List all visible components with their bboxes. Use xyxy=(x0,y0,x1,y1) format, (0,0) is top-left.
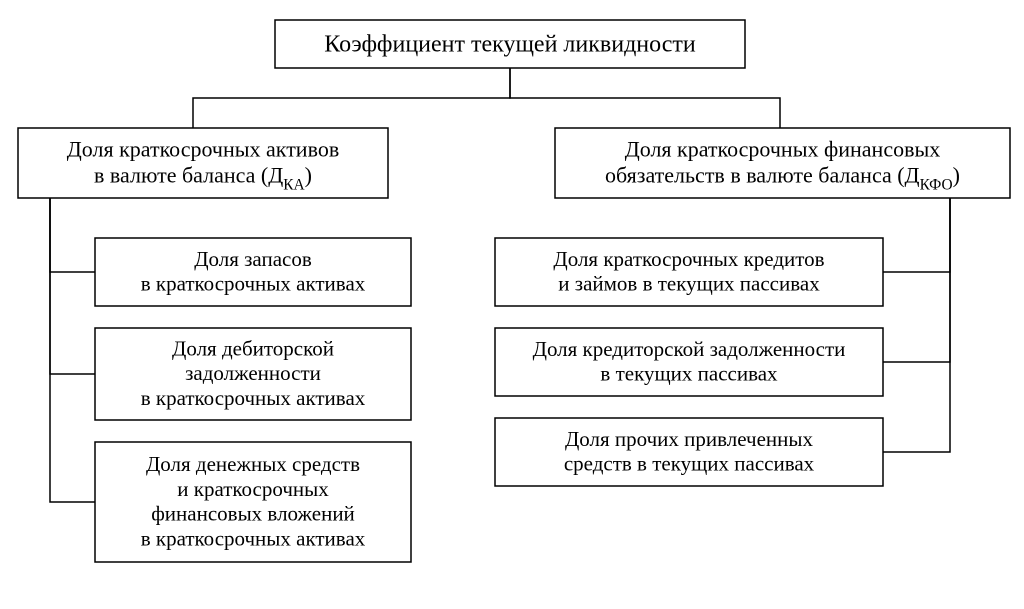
node-l1: Доля запасовв краткосрочных активах xyxy=(95,238,411,306)
node-r3: Доля прочих привлеченныхсредств в текущи… xyxy=(495,418,883,486)
node-r2: Доля кредиторской задолженностив текущих… xyxy=(495,328,883,396)
node-label: Доля краткосрочных кредитови займов в те… xyxy=(553,247,824,296)
node-label: Доля денежных средстви краткосрочныхфина… xyxy=(141,452,366,550)
node-right: Доля краткосрочных финансовыхобязательст… xyxy=(555,128,1010,198)
node-label: Коэффициент текущей ликвидности xyxy=(324,31,696,57)
node-r1: Доля краткосрочных кредитови займов в те… xyxy=(495,238,883,306)
node-l3: Доля денежных средстви краткосрочныхфина… xyxy=(95,442,411,562)
node-label: Доля прочих привлеченныхсредств в текущи… xyxy=(564,427,815,476)
node-root: Коэффициент текущей ликвидности xyxy=(275,20,745,68)
node-label: Доля краткосрочных финансовыхобязательст… xyxy=(605,136,960,193)
node-l2: Доля дебиторскойзадолженностив краткосро… xyxy=(95,328,411,420)
hierarchy-diagram: Коэффициент текущей ликвидности Доля крат… xyxy=(0,0,1024,609)
node-left: Доля краткосрочных активовв валюте балан… xyxy=(18,128,388,198)
